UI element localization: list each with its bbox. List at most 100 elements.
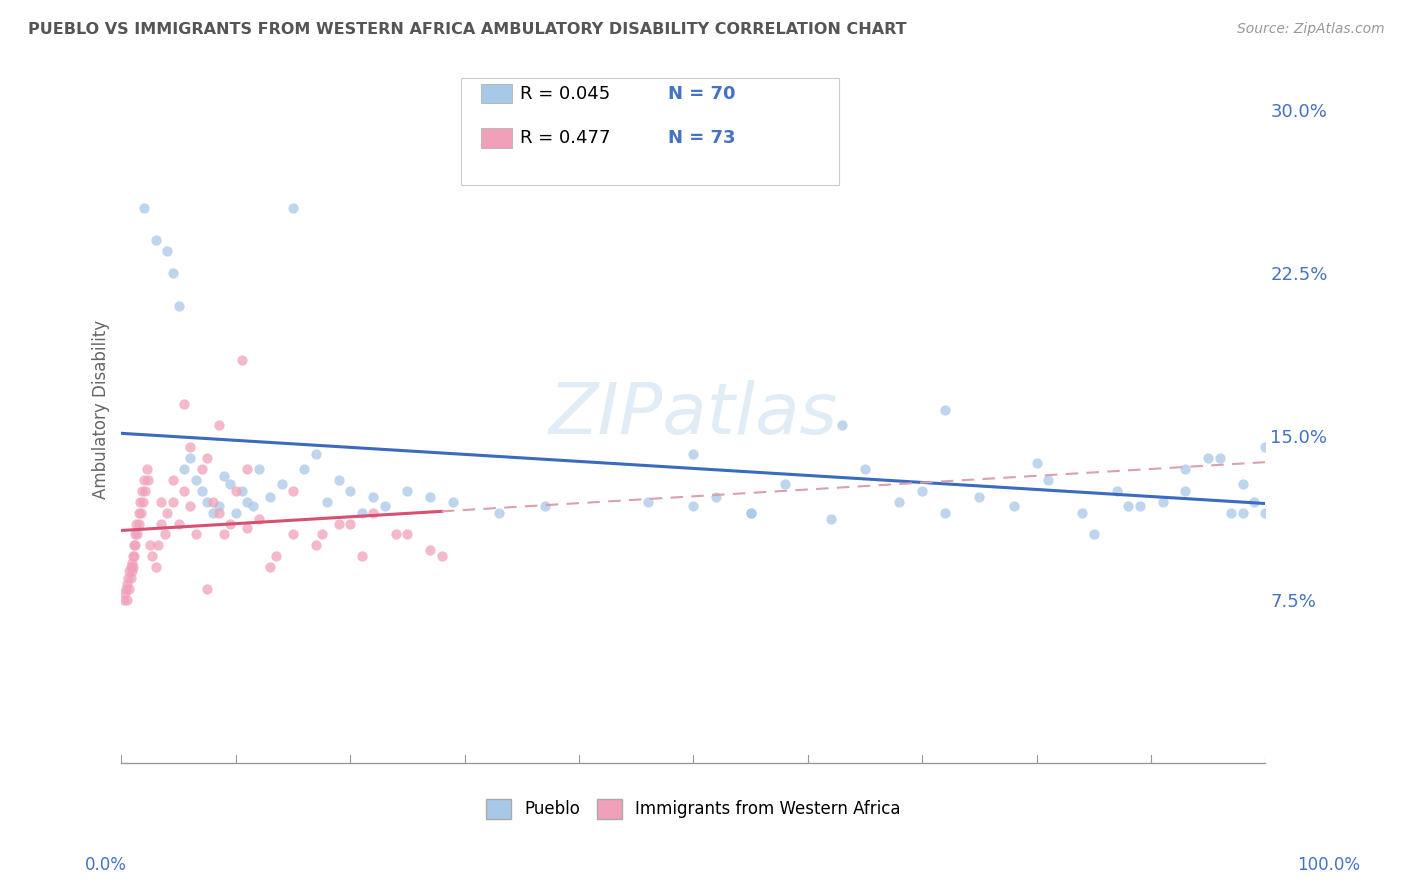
Point (124, 527, 146, 541)
Point (430, 549, 453, 564)
Point (281, 201, 304, 215)
Point (134, 201, 156, 215)
Point (1036, 473, 1059, 487)
Point (704, 491, 727, 505)
Point (969, 491, 991, 505)
Point (374, 499, 396, 513)
Point (162, 266, 184, 280)
Text: Source: ZipAtlas.com: Source: ZipAtlas.com (1237, 22, 1385, 37)
Point (247, 462, 270, 476)
Point (231, 353, 253, 368)
Point (361, 491, 384, 505)
Point (124, 538, 146, 552)
Point (201, 494, 224, 508)
Point (1129, 499, 1152, 513)
Point (591, 168, 613, 182)
Point (1174, 483, 1197, 498)
Point (350, 506, 373, 520)
Point (1254, 440, 1277, 454)
Point (419, 542, 441, 557)
Point (219, 477, 242, 491)
Point (281, 483, 304, 498)
Point (117, 571, 139, 585)
Point (122, 538, 145, 552)
Point (1209, 451, 1232, 466)
Point (361, 506, 384, 520)
Text: 100.0%: 100.0% (1298, 856, 1360, 874)
Point (385, 527, 408, 541)
Point (889, 494, 911, 508)
Point (441, 494, 464, 508)
Point (134, 473, 156, 487)
Point (533, 499, 555, 513)
Point (214, 468, 236, 483)
Text: R = 0.477: R = 0.477 (520, 129, 610, 147)
Point (201, 506, 224, 520)
Point (208, 506, 231, 520)
Text: N = 70: N = 70 (668, 85, 735, 103)
Point (231, 483, 253, 498)
Point (162, 473, 184, 487)
Point (281, 527, 304, 541)
Point (139, 538, 162, 552)
Y-axis label: Ambulatory Disability: Ambulatory Disability (93, 319, 110, 499)
Point (184, 473, 207, 487)
Point (121, 565, 143, 579)
Point (208, 418, 231, 433)
Point (1197, 451, 1219, 466)
Point (150, 516, 173, 531)
Point (167, 516, 190, 531)
Point (112, 592, 135, 607)
Point (127, 527, 149, 541)
Point (339, 483, 361, 498)
Point (195, 451, 218, 466)
Point (120, 560, 142, 574)
Point (118, 582, 141, 596)
Point (173, 483, 195, 498)
Point (259, 560, 281, 574)
Legend: Pueblo, Immigrants from Western Africa: Pueblo, Immigrants from Western Africa (479, 792, 907, 826)
Point (1071, 506, 1094, 520)
Point (294, 462, 316, 476)
Point (208, 499, 231, 513)
Point (1220, 506, 1243, 520)
Point (225, 483, 247, 498)
Point (305, 538, 328, 552)
Point (173, 397, 195, 411)
Point (145, 560, 167, 574)
Point (396, 483, 419, 498)
Point (128, 506, 150, 520)
Point (115, 592, 138, 607)
Point (225, 506, 247, 520)
Point (236, 494, 259, 508)
Text: PUEBLO VS IMMIGRANTS FROM WESTERN AFRICA AMBULATORY DISABILITY CORRELATION CHART: PUEBLO VS IMMIGRANTS FROM WESTERN AFRICA… (28, 22, 907, 37)
Point (120, 571, 142, 585)
Text: 0.0%: 0.0% (84, 856, 127, 874)
Point (179, 499, 201, 513)
Point (311, 527, 333, 541)
Point (1105, 483, 1128, 498)
Point (236, 521, 259, 535)
Point (141, 549, 163, 564)
Point (145, 233, 167, 247)
Point (1152, 494, 1174, 508)
Point (153, 527, 176, 541)
Point (637, 494, 659, 508)
Point (122, 560, 145, 574)
Point (195, 494, 218, 508)
Point (128, 494, 150, 508)
Point (134, 483, 156, 498)
Text: N = 73: N = 73 (668, 129, 735, 147)
Point (136, 473, 159, 487)
Point (316, 494, 339, 508)
Point (118, 565, 141, 579)
Point (1232, 477, 1254, 491)
Point (682, 447, 704, 461)
Point (173, 462, 195, 476)
Point (236, 462, 259, 476)
Point (156, 244, 179, 259)
Point (122, 549, 145, 564)
Point (156, 506, 179, 520)
Point (122, 549, 145, 564)
Point (1243, 494, 1265, 508)
